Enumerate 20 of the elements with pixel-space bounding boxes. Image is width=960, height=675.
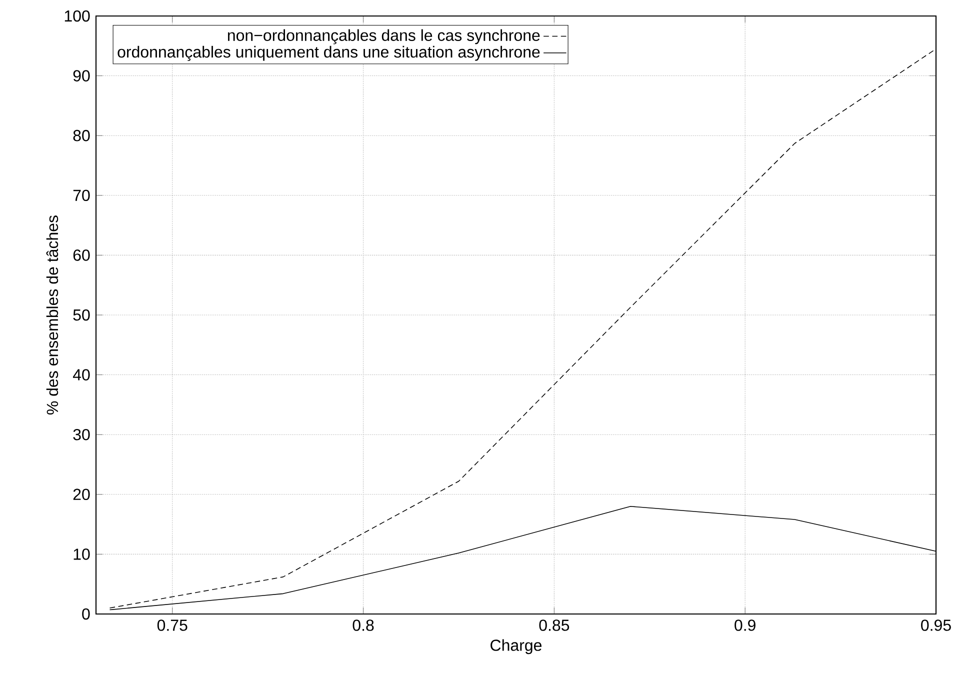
- y-tick-label: 90: [73, 70, 90, 82]
- y-tick-label: 80: [73, 130, 90, 142]
- y-axis-title: % des ensembles de tâches: [46, 216, 58, 414]
- y-tick-label: 60: [73, 250, 90, 261]
- x-tick-label: 0.95: [921, 620, 951, 631]
- y-tick-label: 0: [82, 608, 90, 620]
- y-tick-label: 50: [73, 309, 90, 321]
- y-tick-label: 100: [64, 10, 90, 22]
- y-tick-label: 40: [72, 369, 90, 380]
- y-tick-label: 70: [73, 190, 90, 202]
- x-axis-title: Charge: [490, 639, 542, 654]
- x-tick-label: 0.85: [539, 620, 570, 631]
- x-tick-label: 0.8: [352, 620, 374, 631]
- legend-label: ordonnançables uniquement dans une situation asynchrone: [118, 46, 540, 61]
- legend-label: non−ordonnançables dans le cas synchrone: [228, 29, 540, 44]
- y-tick-label: 20: [73, 488, 90, 500]
- x-tick-label: 0.75: [157, 620, 188, 631]
- y-tick-label: 30: [73, 428, 90, 440]
- x-tick-label: 0.9: [734, 620, 756, 631]
- y-tick-label: 10: [74, 548, 90, 560]
